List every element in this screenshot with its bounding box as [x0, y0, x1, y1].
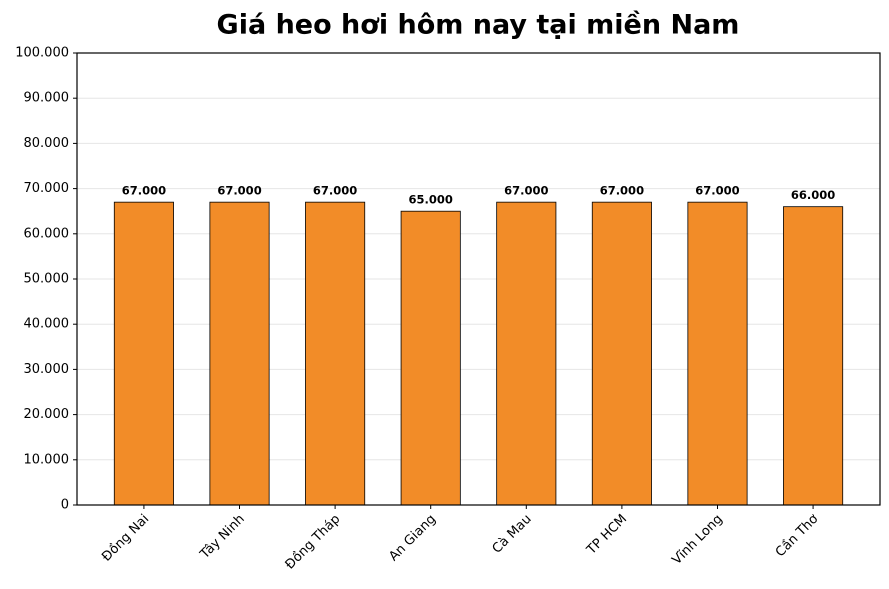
y-tick-label: 50.000	[24, 272, 70, 287]
y-tick-label: 60.000	[24, 226, 70, 241]
bar	[783, 206, 844, 506]
data-label: 67.000	[313, 184, 357, 198]
y-tick-label: 20.000	[24, 407, 70, 422]
y-tick-label: 70.000	[24, 181, 70, 196]
bar	[591, 201, 652, 506]
x-tick-label: Đồng Tháp	[283, 512, 344, 573]
bar	[496, 201, 557, 506]
y-tick-label: 40.000	[24, 317, 70, 332]
bar	[400, 210, 461, 506]
data-label: 67.000	[122, 184, 166, 198]
y-tick-label: 0	[61, 498, 69, 513]
data-label: 67.000	[504, 184, 548, 198]
x-tick-label: Cần Thơ	[773, 512, 822, 561]
chart-title: Giá heo hơi hôm nay tại miền Nam	[217, 10, 740, 41]
data-label: 66.000	[791, 188, 835, 202]
bar	[305, 201, 366, 506]
y-tick-label: 90.000	[24, 91, 70, 106]
bar	[209, 201, 270, 506]
y-tick-label: 100.000	[15, 46, 69, 61]
x-tick-label: Cà Mau	[490, 512, 535, 557]
data-label: 65.000	[409, 193, 453, 207]
x-tick-label: An Giang	[386, 512, 439, 565]
data-label: 67.000	[217, 184, 261, 198]
bar	[113, 201, 174, 506]
x-tick-label: TP HCM	[584, 512, 631, 559]
bar	[687, 201, 748, 506]
data-label: 67.000	[600, 184, 644, 198]
y-tick-label: 30.000	[24, 362, 70, 377]
plot-frame	[76, 52, 881, 506]
x-tick-label: Tây Ninh	[197, 512, 248, 563]
y-tick-label: 80.000	[24, 136, 70, 151]
data-label: 67.000	[695, 184, 739, 198]
x-tick-label: Vĩnh Long	[670, 512, 726, 568]
y-tick-label: 10.000	[24, 452, 70, 467]
x-tick-label: Đồng Nai	[99, 512, 152, 565]
